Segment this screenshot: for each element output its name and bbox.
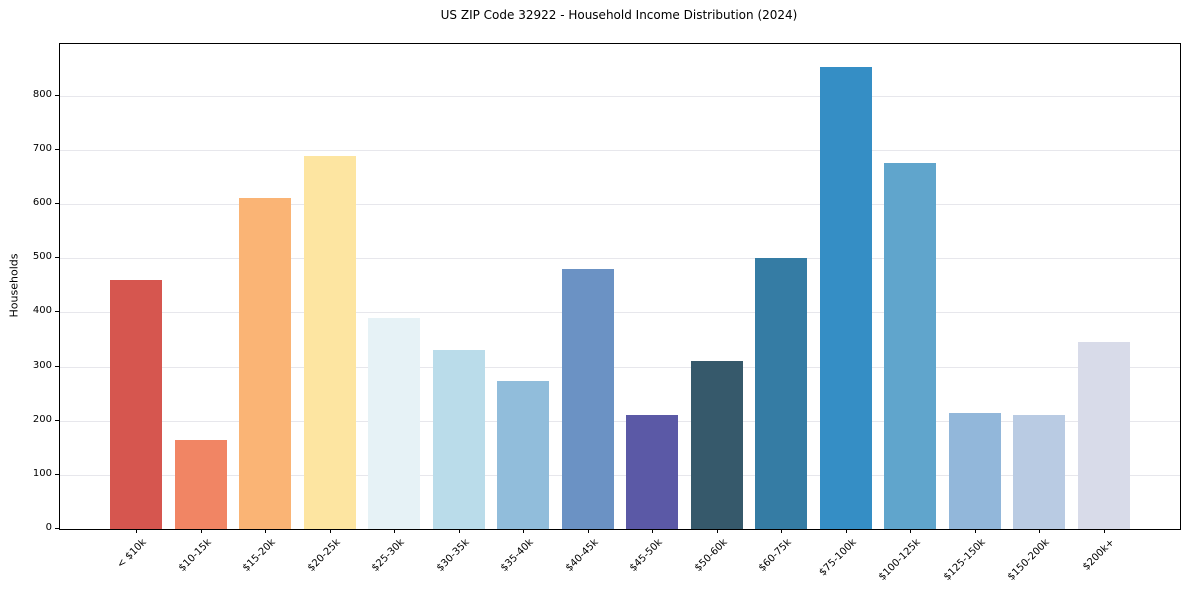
x-tick-label: $200k+: [1080, 537, 1117, 573]
bar-7: [497, 381, 550, 529]
x-tick-mark: [1039, 529, 1041, 533]
bar-12: [819, 67, 872, 529]
x-tick-label: $25-30k: [370, 537, 408, 574]
bar-2: [174, 439, 227, 529]
bar-1: [110, 280, 163, 529]
bar-4: [303, 156, 356, 529]
y-gridline: [60, 95, 1180, 97]
y-tick-label: 500: [32, 251, 52, 263]
bar-16: [1077, 341, 1130, 529]
x-tick-mark: [200, 529, 202, 533]
x-tick-label: $50-60k: [692, 537, 730, 574]
x-tick-label: $150-200k: [1006, 537, 1053, 583]
bar-15: [1013, 415, 1066, 529]
x-tick-mark: [716, 529, 718, 533]
bar-5: [368, 318, 421, 529]
y-tick-mark: [55, 311, 59, 313]
y-tick-mark: [55, 149, 59, 151]
plot-area: [59, 43, 1181, 530]
bar-14: [948, 412, 1001, 529]
y-tick-label: 800: [32, 88, 52, 100]
bar-8: [561, 269, 614, 529]
x-tick-mark: [458, 529, 460, 533]
x-tick-mark: [136, 529, 138, 533]
bar-13: [884, 163, 937, 529]
chart-title: US ZIP Code 32922 - Household Income Dis…: [440, 8, 798, 22]
x-tick-mark: [394, 529, 396, 533]
x-tick-mark: [1103, 529, 1105, 533]
x-tick-mark: [329, 529, 331, 533]
x-tick-mark: [974, 529, 976, 533]
x-tick-label: $75-100k: [817, 537, 859, 579]
y-tick-label: 100: [32, 467, 52, 479]
x-tick-mark: [781, 529, 783, 533]
x-tick-label: $60-75k: [757, 537, 795, 574]
y-gridline: [60, 150, 1180, 152]
bar-6: [432, 350, 485, 529]
y-tick-label: 400: [32, 305, 52, 317]
y-gridline: [60, 420, 1180, 422]
y-gridline: [60, 312, 1180, 314]
x-tick-label: $100-125k: [877, 537, 924, 583]
y-tick-mark: [55, 419, 59, 421]
bar-11: [755, 258, 808, 529]
y-gridline: [60, 366, 1180, 368]
y-gridline: [60, 258, 1180, 260]
x-tick-label: $20-25k: [305, 537, 343, 574]
x-tick-label: $40-45k: [563, 537, 601, 574]
x-tick-mark: [910, 529, 912, 533]
y-gridline: [60, 204, 1180, 206]
y-tick-mark: [55, 365, 59, 367]
x-tick-label: $125-150k: [941, 537, 988, 583]
x-tick-mark: [523, 529, 525, 533]
bar-10: [690, 360, 743, 529]
y-tick-label: 300: [32, 359, 52, 371]
bar-3: [239, 198, 292, 529]
y-tick-mark: [55, 94, 59, 96]
x-tick-mark: [265, 529, 267, 533]
x-tick-label: $10-15k: [176, 537, 214, 574]
y-tick-label: 0: [45, 522, 52, 533]
y-tick-mark: [55, 203, 59, 205]
x-tick-mark: [587, 529, 589, 533]
x-tick-mark: [652, 529, 654, 533]
y-gridline: [60, 474, 1180, 476]
y-tick-label: 700: [32, 143, 52, 155]
x-tick-mark: [845, 529, 847, 533]
y-tick-mark: [55, 528, 59, 529]
x-tick-label: < $10k: [115, 537, 150, 571]
bar-9: [626, 414, 679, 529]
x-tick-label: $35-40k: [499, 537, 537, 574]
x-tick-label: $15-20k: [241, 537, 279, 574]
y-tick-label: 600: [32, 197, 52, 209]
y-tick-mark: [55, 257, 59, 259]
y-tick-mark: [55, 473, 59, 475]
x-tick-label: $30-35k: [434, 537, 472, 574]
y-axis-label: Households: [7, 253, 21, 318]
y-tick-label: 200: [32, 413, 52, 425]
x-tick-label: $45-50k: [628, 537, 666, 574]
